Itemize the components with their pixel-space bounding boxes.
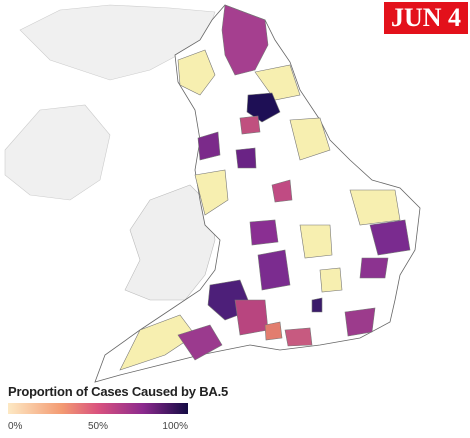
legend-ticks: 0% 50% 100%	[8, 421, 188, 432]
region	[246, 92, 281, 123]
region	[289, 117, 331, 161]
region	[349, 189, 401, 226]
region	[177, 324, 223, 361]
region	[271, 179, 293, 203]
region	[359, 257, 389, 279]
regions	[119, 4, 411, 371]
ireland	[4, 104, 111, 201]
region	[197, 131, 221, 161]
region	[369, 219, 411, 256]
region	[234, 299, 269, 336]
region	[311, 297, 323, 313]
region	[344, 307, 376, 337]
region	[319, 267, 343, 293]
legend-tick-label: 100%	[162, 421, 188, 432]
region	[239, 115, 261, 135]
legend-tick-label: 50%	[88, 421, 108, 432]
legend-gradient	[8, 403, 188, 414]
region	[194, 169, 229, 216]
legend-title: Proportion of Cases Caused by BA.5	[8, 384, 229, 399]
region	[177, 49, 216, 96]
region	[284, 327, 313, 347]
region	[257, 249, 291, 291]
region	[249, 219, 279, 246]
date-badge: JUN 4	[384, 2, 468, 34]
region	[119, 314, 196, 371]
region	[221, 4, 269, 76]
region	[235, 147, 257, 169]
region	[299, 224, 333, 259]
region	[254, 64, 301, 101]
region	[264, 321, 283, 341]
legend-tick-label: 0%	[8, 421, 23, 432]
